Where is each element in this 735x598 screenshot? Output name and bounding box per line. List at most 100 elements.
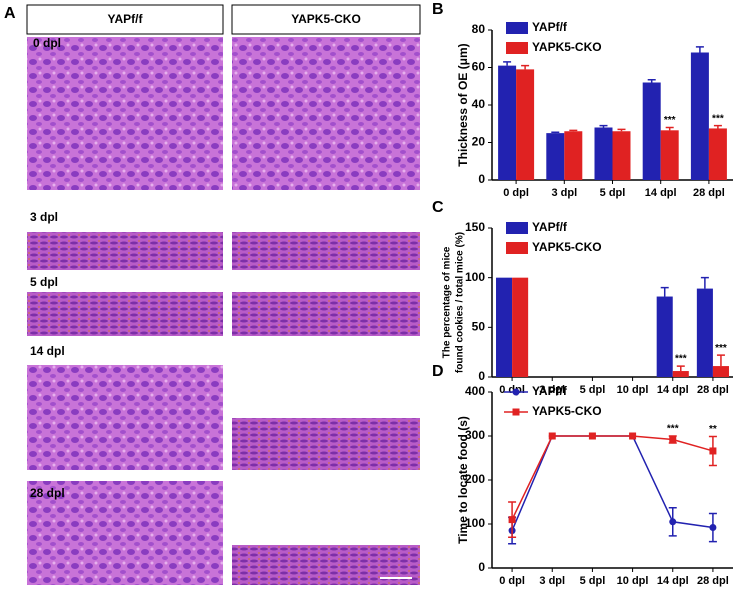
line [511,435,714,531]
legend-label: YAPf/f [532,384,568,398]
x-tick-label: 3 dpl [539,575,565,587]
x-tick-label: 5 dpl [580,384,606,396]
bar [594,127,613,180]
legend-marker [512,408,520,416]
panel-label: C [432,199,444,216]
column-header: YAPf/f [108,12,144,26]
y-axis-label: Time to locate food (s) [456,416,470,544]
legend-label: YAPf/f [532,20,568,34]
significance: *** [667,424,679,435]
histology-image [232,418,420,470]
bar [498,65,517,180]
y-axis-label: found cookies / total mice (%) [455,232,466,373]
y-axis-label: Thickness of OE (μm) [456,43,470,166]
x-tick-label: 0 dpl [503,187,529,199]
error-bar [521,64,530,70]
significance: *** [715,343,727,354]
legend-marker [512,388,520,396]
y-tick-label: 300 [465,428,485,442]
histology-image [27,481,223,585]
x-tick-label: 14 dpl [657,384,689,396]
bar [512,277,529,377]
bar [656,296,673,377]
marker [669,518,677,526]
legend-swatch [506,22,528,34]
y-tick-label: 0 [478,560,485,574]
bar [712,366,729,377]
bar [708,128,727,180]
x-tick-label: 0 dpl [499,384,525,396]
significance: ** [709,424,717,435]
legend-label: YAPK5-CKO [532,240,602,254]
row-label: 28 dpl [30,486,65,500]
bar [546,133,565,180]
y-tick-label: 100 [465,516,485,530]
line [511,435,714,520]
panel-label: B [432,1,444,18]
histology-image [27,292,223,336]
y-tick-label: 50 [472,320,486,334]
y-tick-label: 80 [472,22,486,36]
x-tick-label: 5 dpl [600,187,626,199]
legend-label: YAPK5-CKO [532,40,602,54]
bar [696,288,713,377]
y-tick-label: 0 [478,369,485,383]
histology-image [232,292,420,336]
bar [690,52,709,180]
error-bar [569,129,578,132]
marker [709,524,717,532]
row-label: 3 dpl [30,210,58,224]
bar [564,131,583,180]
legend-swatch [506,42,528,54]
x-tick-label: 0 dpl [499,575,525,587]
row-label: 14 dpl [30,344,65,358]
row-label: 0 dpl [33,36,61,50]
error-bar [647,78,656,83]
bar [642,82,661,180]
y-tick-label: 150 [465,220,485,234]
error-bar [599,124,608,128]
error-bar [551,131,560,134]
y-tick-label: 40 [472,97,486,111]
y-tick-label: 20 [472,135,486,149]
bar [496,277,513,377]
y-tick-label: 400 [465,384,485,398]
panel-label: D [432,363,444,380]
marker [669,436,677,444]
y-tick-label: 0 [478,172,485,186]
marker [709,447,717,455]
legend-label: YAPf/f [532,220,568,234]
significance: *** [675,354,687,365]
x-tick-label: 28 dpl [697,575,729,587]
error-bar [713,124,722,129]
x-tick-label: 14 dpl [645,187,677,199]
row-label: 5 dpl [30,275,58,289]
significance: *** [712,113,724,124]
legend-label: YAPK5-CKO [532,404,602,418]
x-tick-label: 10 dpl [617,384,649,396]
bar [516,69,535,180]
x-tick-label: 3 dpl [551,187,577,199]
marker [588,432,596,440]
error-bar [503,61,512,66]
x-tick-label: 3 dpl [539,384,565,396]
error-bar [700,276,709,289]
error-bar [617,128,626,132]
error-bar [676,365,685,372]
histology-image [27,232,223,270]
error-bar [660,286,669,297]
marker [548,432,556,440]
marker [629,432,637,440]
column-header-box [26,4,224,35]
histology-image [27,37,223,190]
histology-image [232,37,420,190]
y-tick-label: 200 [465,472,485,486]
bar [612,131,631,180]
y-axis-label: The percentage of mice [442,246,453,358]
error-bar [716,354,725,367]
bar [660,130,679,180]
legend-swatch [506,222,528,234]
histology-image [27,365,223,470]
